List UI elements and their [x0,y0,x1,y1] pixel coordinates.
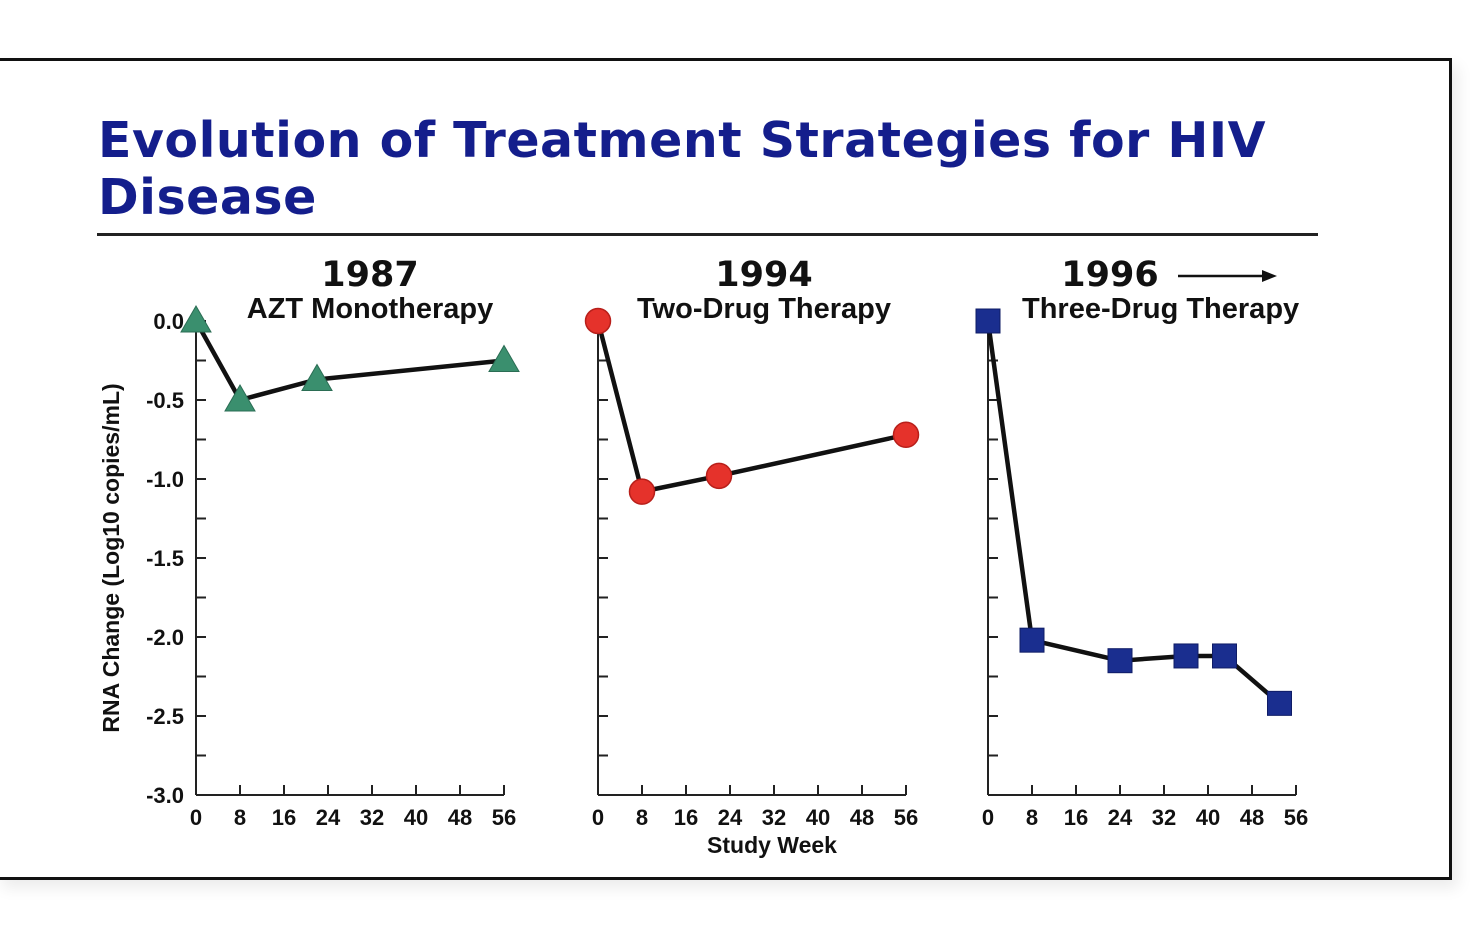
data-point-square [1212,643,1237,669]
x-tick-label: 40 [806,805,830,830]
x-tick-label: 0 [190,805,202,830]
y-tick-label: -2.0 [146,625,184,650]
x-tick-label: 56 [1284,805,1308,830]
x-tick-label: 16 [674,805,698,830]
x-tick-label: 32 [762,805,786,830]
x-tick-label: 0 [592,805,604,830]
panel-year: 1996 [1061,255,1158,295]
panel-year: 1994 [715,255,812,295]
data-point-circle [628,478,656,505]
data-point-circle [584,307,612,335]
y-tick-label: -3.0 [146,783,184,808]
x-tick-label: 8 [1026,805,1038,830]
slide-title: Evolution of Treatment Strategies for HI… [98,112,1267,226]
data-point-square [1267,690,1292,716]
x-tick-label: 8 [636,805,648,830]
y-tick-label: -2.5 [146,704,184,729]
y-tick-label: -1.5 [146,546,184,571]
x-tick-label: 24 [316,805,341,830]
data-point-triangle [224,383,256,412]
x-tick-label: 48 [850,805,874,830]
title-rule [97,233,1318,236]
panel-subtitle: AZT Monotherapy [247,293,494,325]
series-line [194,319,505,403]
data-point-triangle [488,344,520,372]
chart-panel-1987: 0 8 16 24 32 40 48 56 0.0 -0.5 -1.0 -1.5 -2.0 -2.5 -3.… [98,255,520,830]
x-tick-label: 56 [492,805,516,830]
data-point-square [975,308,1001,334]
panel-subtitle: Two-Drug Therapy [637,293,891,325]
x-tick-label: 48 [1240,805,1264,830]
panel-subtitle: Three-Drug Therapy [1022,293,1299,325]
data-point-circle [892,421,920,449]
series-line [595,320,907,494]
x-tick-label: 32 [360,805,384,830]
panel-year: 1987 [321,255,418,295]
data-point-triangle [180,304,212,333]
x-tick-label: 40 [404,805,428,830]
y-tick-label: -1.0 [146,467,184,492]
x-tick-label: 56 [894,805,918,830]
x-tick-label: 48 [448,805,472,830]
data-point-square [1107,648,1133,674]
x-tick-label: 40 [1196,805,1220,830]
year-arrow-head [1262,270,1277,282]
y-axis-title: RNA Change (Log10 copies/mL) [98,383,124,732]
data-point-square [1019,627,1045,653]
data-point-square [1173,643,1199,669]
x-tick-label: 24 [718,805,743,830]
x-tick-label: 8 [234,805,246,830]
x-axis-title: Study Week [707,832,837,858]
x-tick-label: 16 [272,805,296,830]
data-point-circle [705,462,733,490]
y-tick-label: 0.0 [153,309,184,334]
x-tick-label: 24 [1108,805,1133,830]
data-point-triangle [301,363,333,391]
x-tick-label: 0 [982,805,994,830]
x-tick-label: 32 [1152,805,1176,830]
x-tick-label: 16 [1064,805,1088,830]
y-tick-label: -0.5 [146,388,184,413]
